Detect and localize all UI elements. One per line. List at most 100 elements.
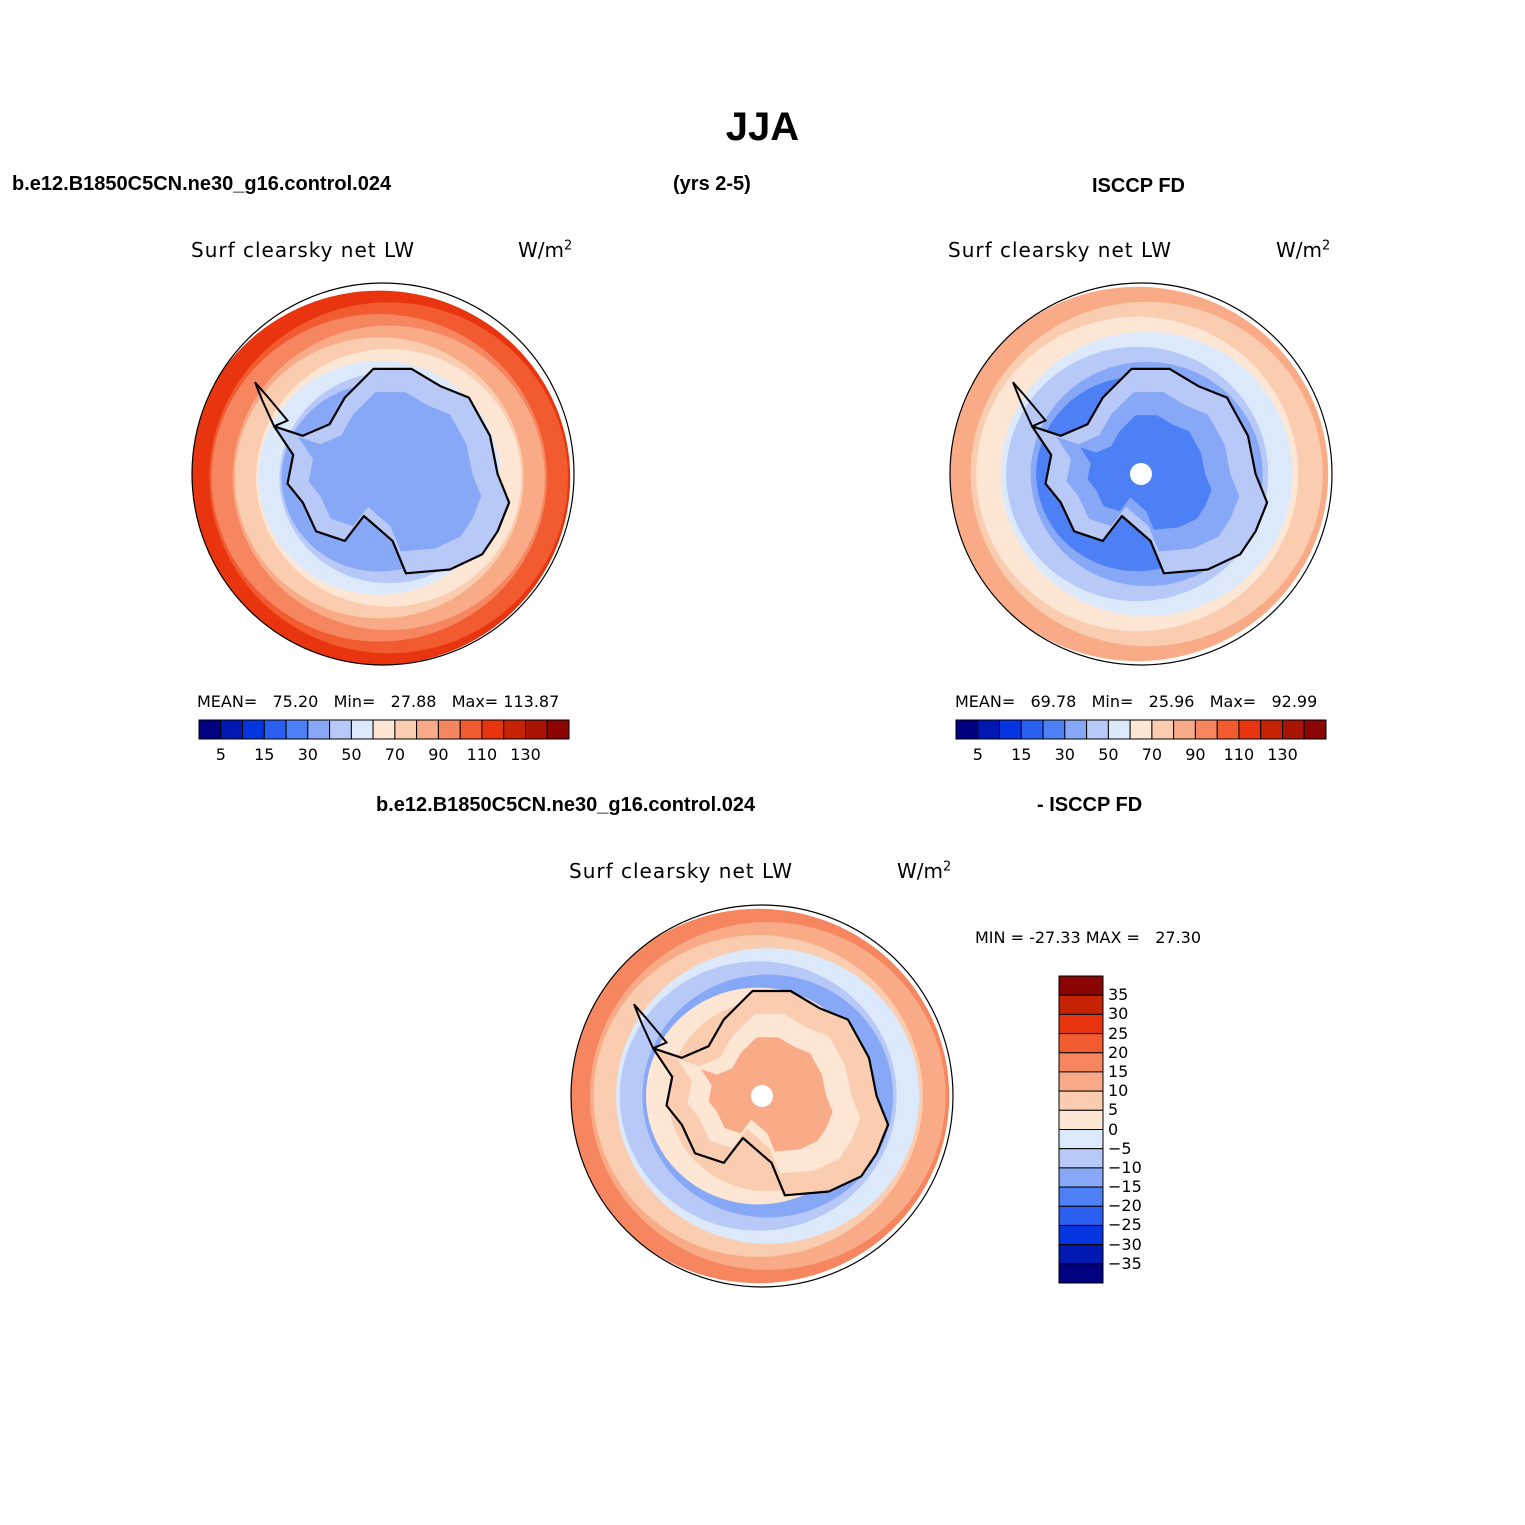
peninsula-3 — [633, 1003, 669, 1050]
panel2-colorbar-box-7 — [1107, 719, 1131, 740]
map-outlines — [191, 282, 1333, 1288]
panel1-colorbar-box-2 — [242, 719, 265, 740]
panel1-colorbar-box-0 — [198, 719, 222, 740]
panel1-colorbar-box-9 — [394, 719, 418, 740]
panel2-mean-label: MEAN= — [955, 692, 1016, 711]
panel3-min-label: MIN = — [975, 928, 1024, 947]
panel1-colorbar-label: 110 — [466, 745, 498, 764]
diff-obs-header: - ISCCP FD — [1037, 794, 1143, 816]
map-border-2 — [949, 282, 1333, 666]
case-name-header: b.e12.B1850C5CN.ne30_g16.control.024 — [12, 173, 392, 195]
panel1-min: 27.88 — [390, 692, 437, 711]
panel3-colorbar-label: −25 — [1108, 1215, 1142, 1235]
panel1-mean-label: MEAN= — [197, 692, 258, 711]
panel3-colorbar-label: −20 — [1108, 1196, 1142, 1216]
panel2-colorbar-box-10 — [1173, 719, 1196, 740]
panel2-colorbar-box-13 — [1238, 719, 1262, 740]
panel2-max: 92.99 — [1271, 692, 1318, 711]
panel2-stats: MEAN= 69.78 Min= 25.96 Max= 92.99 — [955, 692, 1317, 711]
coastline-3 — [652, 989, 890, 1197]
panel3-colorbar-label: 10 — [1108, 1081, 1129, 1101]
panel2-min: 25.96 — [1148, 692, 1195, 711]
obs-name-header: ISCCP FD — [1092, 175, 1185, 197]
panel1-colorbar-box-15 — [525, 719, 548, 740]
panel3-colorbar-box-6 — [1058, 1090, 1104, 1111]
panel1-colorbar-label: 130 — [510, 745, 541, 764]
panel3-colorbar-box-3 — [1058, 1033, 1104, 1054]
panel2-colorbar-box-2 — [999, 719, 1022, 740]
panel1-colorbar-box-7 — [350, 719, 374, 740]
panel1-map — [192, 290, 571, 665]
panel3-colorbar-box-0 — [1058, 975, 1104, 996]
panel3-colorbar-box-1 — [1058, 994, 1104, 1015]
panel3-colorbar-box-8 — [1058, 1129, 1104, 1150]
coastline-2 — [1031, 367, 1269, 575]
panel3-colorbar-label: 35 — [1108, 985, 1129, 1005]
panel3-colorbar-box-11 — [1058, 1186, 1104, 1207]
panel1-title: Surf clearsky net LW — [191, 238, 416, 262]
panel2-colorbar-label: 110 — [1223, 745, 1255, 764]
panel3-colorbar-box-15 — [1058, 1263, 1104, 1284]
panel3-colorbar-box-10 — [1058, 1167, 1104, 1188]
pole-hole — [1130, 463, 1152, 485]
panel1-colorbar-box-8 — [372, 719, 396, 740]
figure-title: JJA — [725, 105, 800, 149]
panel2-colorbar-box-11 — [1194, 719, 1218, 740]
panel3-max-label: MAX = — [1085, 928, 1140, 947]
panel3-max: 27.30 — [1155, 928, 1202, 947]
panel2-colorbar-box-3 — [1020, 719, 1044, 740]
panel1-colorbar-box-12 — [459, 719, 483, 740]
panel2-colorbar-box-1 — [977, 719, 1001, 740]
panel1-colorbar-label: 70 — [384, 745, 406, 764]
panel2-colorbar-label: 90 — [1185, 745, 1206, 764]
panel1-mean: 75.20 — [272, 692, 319, 711]
peninsula-1 — [254, 381, 290, 428]
panel3-colorbar-label: 20 — [1108, 1042, 1129, 1062]
panel2-mean: 69.78 — [1030, 692, 1077, 711]
panel2-colorbar-label: 15 — [1011, 745, 1032, 764]
panel2-colorbar-box-6 — [1086, 719, 1109, 740]
pole-hole — [751, 1085, 773, 1107]
panel3-colorbar-label: −5 — [1108, 1138, 1132, 1158]
panel3-colorbar-box-14 — [1058, 1244, 1104, 1265]
panel2-min-label: Min= — [1091, 692, 1134, 711]
panel1-colorbar-label: 50 — [341, 745, 362, 764]
panel1-colorbar-label: 15 — [254, 745, 275, 764]
panel3-units: W/m2 — [897, 859, 952, 883]
panel3-colorbar-box-4 — [1058, 1052, 1104, 1073]
map-border-1 — [191, 282, 575, 666]
panel2-map — [950, 286, 1329, 662]
years-header: (yrs 2-5) — [673, 173, 751, 195]
panel3-colorbar-box-9 — [1058, 1148, 1104, 1169]
panel3-colorbar-box-12 — [1058, 1205, 1104, 1227]
diff-case-header: b.e12.B1850C5CN.ne30_g16.control.024 — [376, 794, 756, 816]
panel1-min-label: Min= — [333, 692, 376, 711]
panel2-colorbar-label: 50 — [1098, 745, 1119, 764]
panel2-colorbar-box-9 — [1151, 719, 1175, 740]
panel2-colorbar-box-0 — [955, 719, 979, 740]
panel2-max-label: Max= — [1209, 692, 1257, 711]
panel2-colorbar-box-15 — [1282, 719, 1305, 740]
panel1-colorbar-box-11 — [437, 719, 461, 740]
panel1-colorbar-box-6 — [329, 719, 352, 740]
map-border-3 — [570, 904, 954, 1288]
panel3-colorbar-label: 30 — [1108, 1004, 1129, 1024]
panel2-colorbar-box-8 — [1129, 719, 1153, 740]
panel3-colorbar-label: 25 — [1108, 1023, 1129, 1043]
panel3-stats: MIN = -27.33 MAX = 27.30 — [975, 928, 1201, 947]
panel1-stats: MEAN= 75.20 Min= 27.88 Max= 113.87 — [197, 692, 559, 711]
continent-shade — [298, 392, 482, 552]
coastline-1 — [273, 367, 511, 575]
panel1-colorbar-box-14 — [503, 719, 527, 740]
panel3-map — [571, 908, 950, 1284]
panel2-colorbar-box-5 — [1064, 719, 1088, 740]
panel2-colorbar-box-16 — [1303, 719, 1327, 740]
panel2-colorbar-label: 70 — [1141, 745, 1163, 764]
panel2-title: Surf clearsky net LW — [948, 238, 1173, 262]
panel1-colorbar-box-5 — [307, 719, 331, 740]
peninsula-2 — [1012, 381, 1048, 428]
panel2-colorbar-label: 130 — [1267, 745, 1298, 764]
panel2-colorbar-box-14 — [1260, 719, 1283, 740]
panel2-colorbar-label: 30 — [1054, 745, 1075, 764]
